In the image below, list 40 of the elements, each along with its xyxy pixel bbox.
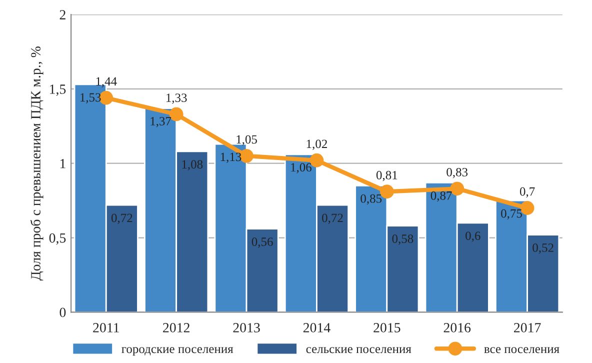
data-label: 1,44 bbox=[96, 77, 117, 88]
x-tick-label: 2017 bbox=[514, 323, 541, 332]
point bbox=[99, 90, 114, 105]
y-axis-title: Доля проб с превышением ПДК м.р., % bbox=[30, 46, 44, 281]
data-label: 0,81 bbox=[376, 170, 398, 182]
x-tick-label: 2011 bbox=[93, 323, 119, 332]
point bbox=[520, 201, 534, 215]
x-tick-label: 2016 bbox=[444, 323, 471, 332]
data-label: 1,37 bbox=[150, 117, 172, 128]
legend-label: городские поселения bbox=[122, 347, 234, 356]
data-label: 0,72 bbox=[322, 214, 343, 224]
data-label: 0,7 bbox=[520, 187, 535, 198]
legend-label: все поселения bbox=[484, 347, 560, 354]
data-label: 0,83 bbox=[446, 168, 468, 178]
data-label: 0,6 bbox=[466, 232, 480, 242]
x-tick-label: 2014 bbox=[303, 323, 330, 332]
data-label: 0,72 bbox=[111, 214, 132, 224]
data-label: 0,58 bbox=[392, 234, 414, 245]
y-tick-label: 0 bbox=[60, 308, 66, 318]
data-label: 0,87 bbox=[430, 191, 452, 202]
data-label: 0,85 bbox=[360, 194, 382, 205]
data-label: 0,52 bbox=[532, 243, 554, 254]
data-label: 1,08 bbox=[182, 160, 203, 170]
x-tick-label: 2013 bbox=[233, 323, 260, 332]
point bbox=[450, 182, 464, 196]
legend-label: сельские поселения bbox=[306, 347, 412, 354]
x-tick-label: 2015 bbox=[374, 323, 400, 332]
data-label: 0,75 bbox=[501, 209, 522, 220]
x-tick-label: 2012 bbox=[163, 323, 190, 332]
y-tick-label: 1,5 bbox=[50, 84, 66, 96]
data-label: 1,06 bbox=[291, 163, 312, 174]
point bbox=[310, 153, 324, 168]
point bbox=[380, 184, 394, 199]
data-label: 1,33 bbox=[166, 94, 187, 104]
y-tick-label: 1 bbox=[60, 159, 66, 168]
y-tick-label: 0,5 bbox=[49, 233, 66, 245]
data-label: 1,05 bbox=[236, 135, 257, 146]
data-label: 1,02 bbox=[306, 140, 327, 150]
y-tick-label: 2 bbox=[60, 10, 66, 20]
data-label: 0,56 bbox=[252, 238, 273, 248]
